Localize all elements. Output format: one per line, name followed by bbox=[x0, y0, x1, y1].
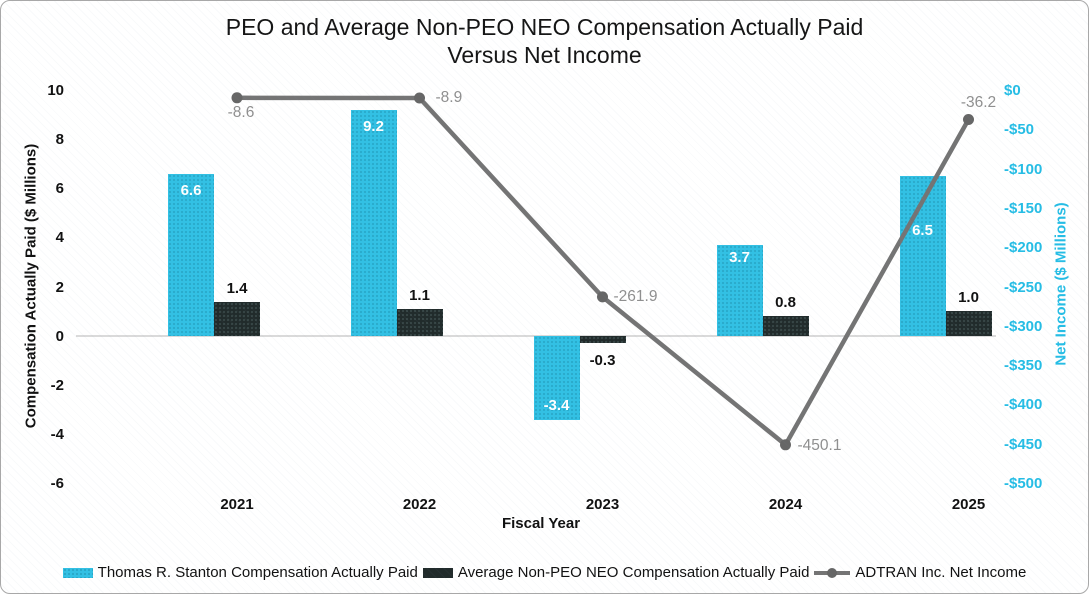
left-axis-tick: -4 bbox=[50, 425, 64, 443]
right-axis-tick: -$100 bbox=[1004, 160, 1043, 178]
left-axis-tick: -2 bbox=[50, 376, 64, 394]
bar-value-label-peo-2024: 3.7 bbox=[729, 249, 750, 266]
x-axis-label-2021: 2021 bbox=[220, 496, 254, 513]
bar-value-label-peo-2021: 6.6 bbox=[180, 182, 202, 199]
left-axis-tick: -6 bbox=[50, 475, 64, 492]
bar-value-label-nonpeo-2024: 0.8 bbox=[775, 294, 796, 312]
legend-item-peo: Thomas R. Stanton Compensation Actually … bbox=[62, 564, 418, 581]
x-axis-label-2025: 2025 bbox=[951, 496, 986, 513]
right-axis-tick: -$300 bbox=[1004, 317, 1043, 335]
bar-value-label-nonpeo-2025: 1.0 bbox=[958, 289, 979, 307]
right-axis-tick: -$450 bbox=[1004, 435, 1043, 453]
x-axis-label-2023: 2023 bbox=[585, 496, 620, 513]
bar-peo-2021 bbox=[168, 173, 214, 336]
bar-value-label-nonpeo-2023: -0.3 bbox=[589, 352, 616, 370]
legend-label: Thomas R. Stanton Compensation Actually … bbox=[97, 564, 418, 581]
left-axis-tick: 8 bbox=[55, 131, 64, 149]
left-axis-tick: 2 bbox=[55, 278, 64, 296]
right-axis-tick: $0 bbox=[1004, 82, 1021, 99]
chart-title: PEO and Average Non-PEO NEO Compensation… bbox=[1, 13, 1088, 69]
right-axis-tick: -$250 bbox=[1004, 278, 1043, 296]
net-income-line bbox=[236, 95, 971, 449]
bar-nonpeo-2023 bbox=[579, 336, 626, 344]
net-income-label-2023: -261.9 bbox=[613, 287, 658, 305]
x-axis-label-2024: 2024 bbox=[768, 496, 803, 513]
right-axis-tick: -$50 bbox=[1004, 121, 1035, 139]
legend-item-net-income: ADTRAN Inc. Net Income bbox=[814, 564, 1026, 581]
legend-swatch-peo bbox=[62, 567, 93, 578]
bar-nonpeo-2022 bbox=[396, 309, 443, 336]
net-income-label-2022: -8.9 bbox=[435, 88, 463, 106]
right-axis-tick: -$150 bbox=[1004, 199, 1043, 217]
right-axis-tick: -$500 bbox=[1004, 475, 1043, 492]
bar-value-label-nonpeo-2021: 1.4 bbox=[226, 279, 248, 297]
left-axis-tick: 6 bbox=[55, 180, 64, 198]
left-axis-tick: 4 bbox=[55, 229, 64, 247]
bar-value-label-peo-2022: 9.2 bbox=[363, 118, 384, 135]
right-axis-tick: -$400 bbox=[1004, 396, 1043, 414]
left-axis-tick: 0 bbox=[55, 327, 64, 345]
bar-nonpeo-2021 bbox=[214, 301, 260, 336]
left-axis-tick: 10 bbox=[47, 82, 64, 99]
x-axis-title: Fiscal Year bbox=[501, 515, 581, 532]
left-axis-title: Compensation Actually Paid ($ Millions) bbox=[22, 143, 40, 429]
chart-title-line1: PEO and Average Non-PEO NEO Compensation… bbox=[225, 14, 864, 40]
legend-swatch-net-income-line bbox=[814, 567, 851, 578]
legend-item-nonpeo: Average Non-PEO NEO Compensation Actuall… bbox=[422, 564, 810, 581]
net-income-marker-2025 bbox=[963, 114, 974, 125]
net-income-label-2025: -36.2 bbox=[960, 94, 997, 112]
bar-value-label-peo-2023: -3.4 bbox=[543, 397, 570, 414]
legend-label: Average Non-PEO NEO Compensation Actuall… bbox=[457, 564, 810, 581]
net-income-label-2024: -450.1 bbox=[797, 436, 842, 454]
legend-swatch-nonpeo bbox=[422, 567, 453, 578]
right-axis-tick: -$350 bbox=[1004, 357, 1043, 375]
legend-label: ADTRAN Inc. Net Income bbox=[855, 564, 1027, 581]
bar-value-label-peo-2025: 6.5 bbox=[912, 222, 933, 239]
right-axis-tick: -$200 bbox=[1004, 239, 1043, 257]
legend: Thomas R. Stanton Compensation Actually … bbox=[1, 564, 1088, 581]
bar-nonpeo-2025 bbox=[945, 311, 992, 336]
x-axis-label-2022: 2022 bbox=[402, 496, 437, 513]
net-income-marker-2021 bbox=[231, 92, 243, 104]
net-income-label-2021: -8.6 bbox=[227, 103, 255, 121]
right-axis-title: Net Income ($ Millions) bbox=[1052, 202, 1070, 366]
net-income-marker-2022 bbox=[414, 92, 425, 104]
net-income-marker-2023 bbox=[597, 291, 608, 303]
bar-nonpeo-2024 bbox=[762, 316, 809, 337]
bar-peo-2025 bbox=[899, 176, 946, 336]
net-income-marker-2024 bbox=[780, 439, 791, 451]
chart-title-line2: Versus Net Income bbox=[447, 42, 642, 68]
bar-value-label-nonpeo-2022: 1.1 bbox=[409, 286, 430, 304]
